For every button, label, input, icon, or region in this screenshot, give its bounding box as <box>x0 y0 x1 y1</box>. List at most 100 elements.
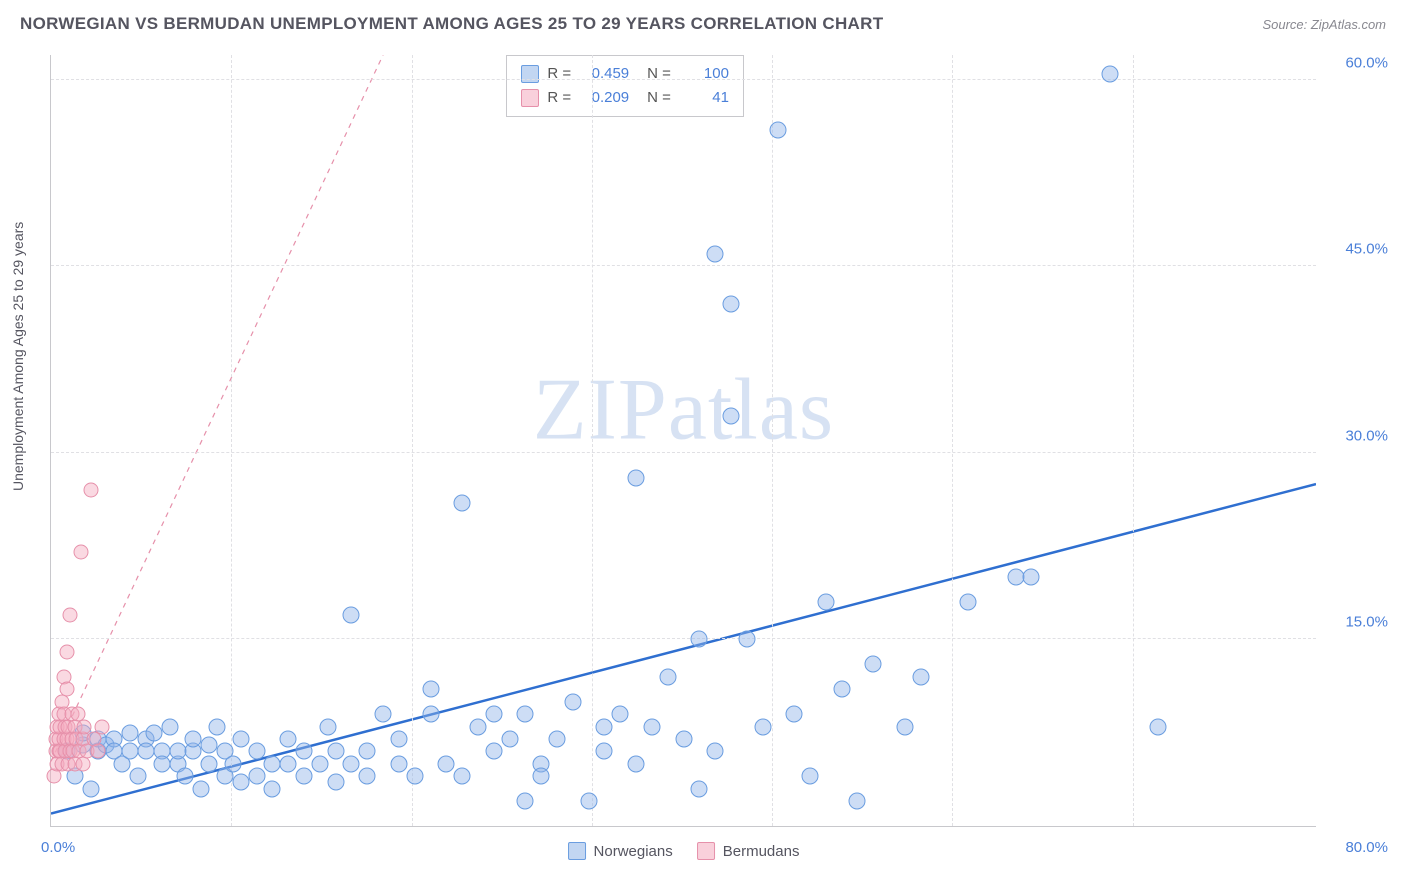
data-point <box>707 743 724 760</box>
data-point <box>722 407 739 424</box>
stat-label-r: R = <box>547 62 571 86</box>
grid-h <box>51 452 1316 453</box>
data-point <box>193 780 210 797</box>
data-point <box>343 755 360 772</box>
data-point <box>738 631 755 648</box>
data-point <box>209 718 226 735</box>
data-point <box>628 469 645 486</box>
data-point <box>296 743 313 760</box>
data-point <box>802 768 819 785</box>
data-point <box>375 706 392 723</box>
data-point <box>754 718 771 735</box>
data-point <box>224 755 241 772</box>
legend: Norwegians Bermudans <box>568 842 800 860</box>
data-point <box>849 793 866 810</box>
data-point <box>833 681 850 698</box>
watermark: ZIPatlas <box>533 359 834 460</box>
data-point <box>248 743 265 760</box>
data-point <box>145 724 162 741</box>
data-point <box>612 706 629 723</box>
data-point <box>596 743 613 760</box>
data-point <box>691 631 708 648</box>
data-point <box>406 768 423 785</box>
data-point <box>59 682 74 697</box>
grid-v <box>772 55 773 826</box>
data-point <box>177 768 194 785</box>
data-point <box>707 245 724 262</box>
data-point <box>438 755 455 772</box>
data-point <box>153 755 170 772</box>
grid-h <box>51 638 1316 639</box>
data-point <box>264 755 281 772</box>
data-point <box>122 724 139 741</box>
data-point <box>454 768 471 785</box>
trend-line <box>51 55 383 761</box>
stats-row-norwegians: R = 0.459 N = 100 <box>521 62 729 86</box>
legend-label-norwegians: Norwegians <box>594 843 673 860</box>
data-point <box>62 607 77 622</box>
data-point <box>319 718 336 735</box>
ytick-label: 60.0% <box>1345 54 1388 71</box>
data-point <box>659 668 676 685</box>
stat-label-n: N = <box>647 62 671 86</box>
data-point <box>359 768 376 785</box>
watermark-bold: ZIP <box>533 361 668 458</box>
data-point <box>1102 65 1119 82</box>
ytick-label: 15.0% <box>1345 614 1388 631</box>
legend-item-norwegians: Norwegians <box>568 842 673 860</box>
trend-lines <box>51 55 1316 826</box>
data-point <box>628 755 645 772</box>
data-point <box>596 718 613 735</box>
data-point <box>865 656 882 673</box>
legend-swatch-pink-icon <box>697 842 715 860</box>
ytick-label: 45.0% <box>1345 241 1388 258</box>
data-point <box>549 730 566 747</box>
grid-v <box>1133 55 1134 826</box>
data-point <box>169 743 186 760</box>
data-point <box>83 483 98 498</box>
grid-v <box>952 55 953 826</box>
data-point <box>74 545 89 560</box>
grid-v <box>412 55 413 826</box>
data-point <box>469 718 486 735</box>
swatch-pink-icon <box>521 89 539 107</box>
grid-v <box>231 55 232 826</box>
stats-box: R = 0.459 N = 100 R = 0.209 N = 41 <box>506 55 744 117</box>
data-point <box>161 718 178 735</box>
data-point <box>311 755 328 772</box>
stat-n-bermudans: 41 <box>679 86 729 110</box>
data-point <box>912 668 929 685</box>
data-point <box>343 606 360 623</box>
data-point <box>280 755 297 772</box>
data-point <box>517 793 534 810</box>
data-point <box>485 706 502 723</box>
legend-swatch-blue-icon <box>568 842 586 860</box>
data-point <box>122 743 139 760</box>
data-point <box>533 768 550 785</box>
data-point <box>817 594 834 611</box>
data-point <box>327 774 344 791</box>
data-point <box>248 768 265 785</box>
legend-item-bermudans: Bermudans <box>697 842 800 860</box>
grid-h <box>51 265 1316 266</box>
data-point <box>960 594 977 611</box>
data-point <box>232 774 249 791</box>
grid-v <box>592 55 593 826</box>
data-point <box>501 730 518 747</box>
data-point <box>722 295 739 312</box>
data-point <box>770 121 787 138</box>
data-point <box>129 768 146 785</box>
data-point <box>264 780 281 797</box>
data-point <box>643 718 660 735</box>
data-point <box>1023 569 1040 586</box>
stat-label-n: N = <box>647 86 671 110</box>
scatter-chart: ZIPatlas R = 0.459 N = 100 R = 0.209 N =… <box>50 55 1316 827</box>
stat-r-norwegians: 0.459 <box>579 62 629 86</box>
data-point <box>82 780 99 797</box>
data-point <box>232 730 249 747</box>
chart-title: NORWEGIAN VS BERMUDAN UNEMPLOYMENT AMONG… <box>20 14 883 34</box>
watermark-thin: atlas <box>668 361 834 458</box>
source-label: Source: ZipAtlas.com <box>1262 17 1386 32</box>
xtick-label: 80.0% <box>1345 839 1388 856</box>
y-axis-label: Unemployment Among Ages 25 to 29 years <box>10 221 26 490</box>
